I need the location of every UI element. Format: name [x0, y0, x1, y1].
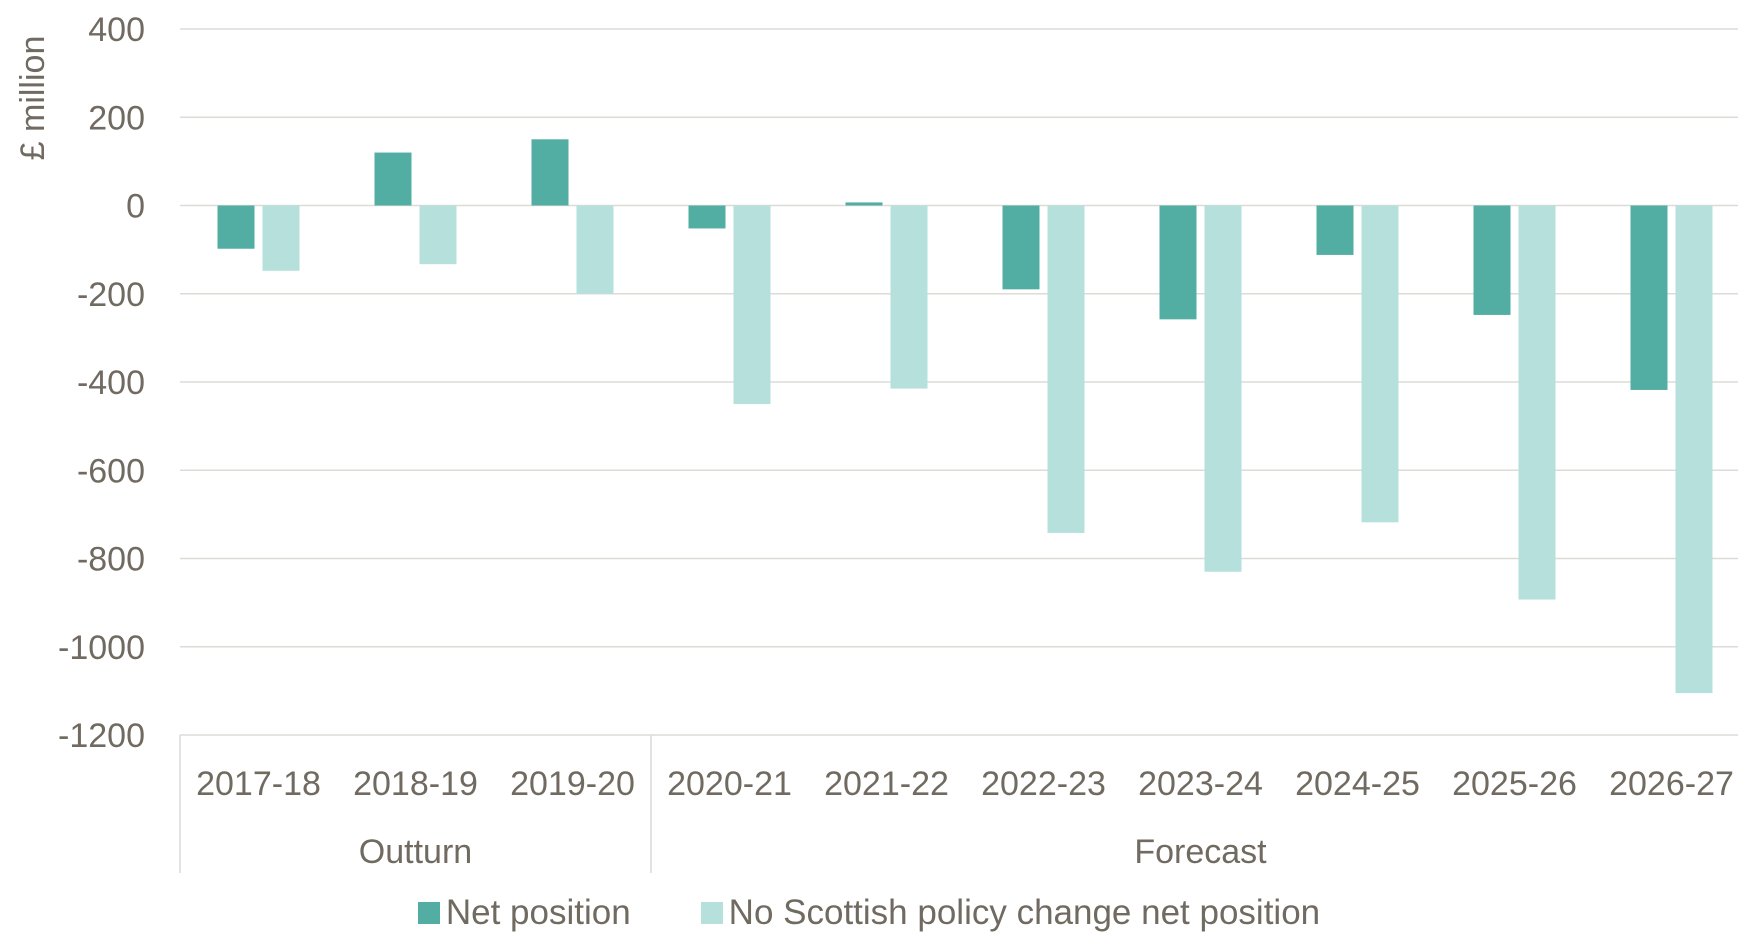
y-tick-label: -800: [77, 541, 145, 579]
gridlines: [180, 28, 1738, 648]
bar-no-policy-change: [890, 205, 928, 389]
group-label: Outturn: [359, 833, 472, 871]
bar-net-position: [217, 205, 255, 249]
y-tick-label: -1000: [58, 629, 145, 667]
bar-no-policy-change: [1204, 205, 1242, 572]
bar-no-policy-change: [733, 205, 771, 405]
y-tick-label: -400: [77, 364, 145, 402]
bar-net-position: [845, 202, 883, 206]
y-tick-label: -200: [77, 276, 145, 314]
axes: 400 200 0 -200 -400 -600 -800 -1000 -1200 2017-18…: [58, 11, 1738, 873]
bar-no-policy-change: [1675, 205, 1713, 694]
bar-no-policy-change: [1047, 205, 1085, 533]
legend-swatch-no-policy-change: [700, 902, 723, 924]
bar-no-policy-change: [1518, 205, 1556, 600]
bar-chart: 400 200 0 -200 -400 -600 -800 -1000 -1200 2017-18…: [14, 11, 1738, 873]
bar-no-policy-change: [419, 205, 457, 265]
bar-no-policy-change: [576, 205, 614, 294]
bar-net-position: [374, 152, 412, 206]
legend-item-no-policy-change: No Scottish policy change net position: [700, 893, 1321, 933]
bar-net-position: [1316, 205, 1354, 255]
bar-net-position: [531, 139, 569, 206]
bar-net-position: [1473, 205, 1511, 315]
x-tick-label: 2018-19: [353, 765, 478, 803]
bar-no-policy-change: [262, 205, 300, 271]
x-tick-label: 2021-22: [824, 765, 949, 803]
bar-net-position: [1159, 205, 1197, 320]
x-tick-label: 2024-25: [1295, 765, 1420, 803]
legend-label-no-policy-change: No Scottish policy change net position: [728, 893, 1321, 932]
bar-no-policy-change: [1361, 205, 1399, 523]
bar-net-position: [1630, 205, 1668, 390]
legend-item-net-position: Net position: [417, 893, 631, 933]
legend-label-net-position: Net position: [445, 893, 631, 932]
y-tick-label: 0: [126, 188, 145, 226]
x-tick-label: 2017-18: [196, 765, 321, 803]
legend-swatch-net-position: [417, 902, 440, 924]
bar-net-position: [1002, 205, 1040, 290]
x-tick-label: 2022-23: [981, 765, 1106, 803]
y-tick-label: -600: [77, 452, 145, 490]
group-label: Forecast: [1134, 833, 1267, 871]
bars: [217, 139, 1713, 694]
x-tick-label: 2020-21: [667, 765, 792, 803]
x-tick-label: 2019-20: [510, 765, 635, 803]
x-tick-label: 2025-26: [1452, 765, 1577, 803]
x-tick-label: 2023-24: [1138, 765, 1263, 803]
bar-net-position: [688, 205, 726, 229]
y-tick-label: 200: [88, 99, 145, 137]
legend: Net position No Scottish policy change n…: [0, 893, 1738, 933]
y-tick-label: -1200: [58, 717, 145, 755]
y-tick-label: 400: [88, 11, 145, 49]
y-axis-label: £ million: [14, 36, 52, 161]
x-tick-label: 2026-27: [1609, 765, 1734, 803]
